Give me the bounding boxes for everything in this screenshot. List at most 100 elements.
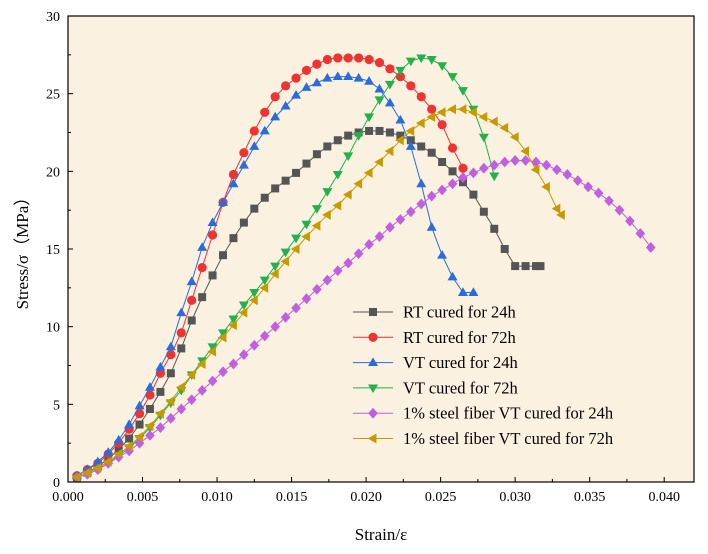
x-tick-label: 0.015	[276, 490, 308, 505]
data-point	[499, 156, 510, 168]
y-tick-label: 25	[46, 88, 60, 103]
series-3	[71, 71, 479, 480]
data-point	[312, 150, 321, 159]
data-point	[343, 257, 354, 269]
data-point	[416, 92, 426, 102]
data-point	[239, 218, 248, 227]
data-point	[238, 307, 248, 318]
data-point	[291, 302, 301, 314]
data-point	[301, 231, 310, 242]
data-point	[635, 228, 646, 239]
data-point	[353, 248, 364, 260]
data-point	[207, 375, 218, 387]
data-point	[207, 230, 218, 240]
data-point	[166, 369, 175, 378]
data-point	[322, 209, 331, 220]
data-point	[625, 215, 635, 227]
legend-label: VT cured for 72h	[403, 378, 518, 397]
series-layer	[71, 53, 656, 483]
data-point	[468, 107, 477, 118]
data-point	[92, 456, 103, 466]
data-point	[405, 125, 415, 136]
data-point	[447, 178, 458, 190]
data-point	[332, 170, 343, 180]
data-point	[427, 148, 436, 157]
data-point	[291, 234, 302, 244]
y-axis-title: Stress/σ（MPa）	[13, 189, 32, 310]
data-point	[416, 178, 427, 188]
data-point	[353, 72, 364, 82]
data-point	[228, 178, 239, 188]
data-point	[364, 76, 375, 85]
data-point	[198, 293, 207, 302]
data-point	[270, 92, 280, 102]
data-point	[374, 96, 385, 106]
data-point	[436, 107, 446, 118]
data-point	[208, 271, 217, 280]
data-point	[447, 104, 456, 115]
data-point	[468, 287, 479, 296]
data-point	[280, 248, 291, 258]
data-point	[395, 214, 406, 225]
data-point	[343, 152, 354, 161]
legend-item: 1% steel fiber VT cured for 72h	[353, 429, 614, 448]
data-point	[531, 156, 541, 168]
data-point	[511, 262, 520, 271]
data-point	[228, 169, 239, 180]
data-point	[301, 65, 312, 75]
data-point	[395, 135, 404, 146]
data-point	[395, 114, 406, 124]
data-point	[123, 441, 133, 452]
data-point	[458, 172, 468, 183]
data-point	[489, 159, 500, 171]
data-point	[92, 463, 102, 474]
data-point	[145, 390, 155, 400]
series-6	[71, 104, 565, 483]
data-point	[520, 155, 531, 166]
data-point	[478, 133, 489, 143]
legend-label: RT cured for 24h	[403, 303, 517, 322]
data-point	[322, 54, 332, 65]
data-point	[228, 320, 237, 331]
data-point	[384, 80, 395, 90]
data-point	[437, 250, 448, 259]
data-point	[437, 184, 447, 196]
legend-item: VT cured for 72h	[353, 378, 518, 397]
data-point	[165, 341, 176, 351]
data-point	[374, 231, 385, 242]
data-point	[532, 262, 541, 271]
data-point	[218, 329, 229, 339]
x-tick-label: 0.005	[127, 490, 159, 505]
data-point	[239, 148, 249, 158]
legend-label: VT cured for 24h	[403, 353, 518, 372]
legend-marker	[368, 332, 378, 342]
data-point	[229, 234, 238, 243]
data-point	[333, 136, 342, 145]
x-tick-label: 0.040	[648, 490, 680, 505]
data-point	[301, 82, 312, 91]
data-point	[186, 276, 197, 286]
data-point	[280, 311, 291, 323]
legend-marker	[369, 308, 377, 316]
data-point	[375, 126, 384, 135]
data-point	[249, 126, 259, 136]
data-point	[645, 242, 656, 253]
data-point	[416, 54, 427, 64]
data-point	[417, 142, 426, 151]
data-point	[541, 181, 550, 192]
data-point	[468, 167, 479, 179]
data-point	[416, 198, 427, 210]
data-point	[176, 403, 187, 415]
data-point	[197, 384, 207, 396]
data-point	[490, 224, 499, 233]
data-point	[218, 197, 229, 206]
data-point	[333, 53, 343, 63]
data-point	[113, 449, 123, 460]
data-point	[219, 251, 228, 260]
data-point	[604, 195, 614, 207]
data-point	[426, 111, 436, 122]
data-point	[259, 125, 270, 135]
y-tick-label: 20	[46, 165, 60, 180]
data-point	[238, 301, 249, 311]
